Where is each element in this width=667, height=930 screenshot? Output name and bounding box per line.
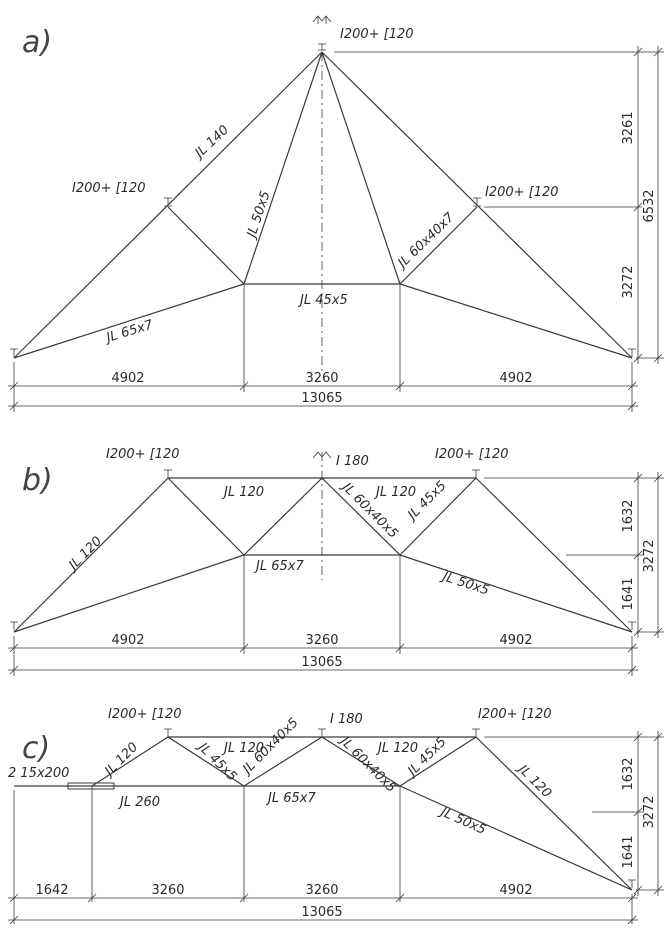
dim-ticks bbox=[633, 473, 663, 637]
label-bottom-right-c: JL 50x5 bbox=[436, 804, 488, 838]
bottom-chord-left bbox=[13, 283, 245, 359]
dim-c-total: 13065 bbox=[301, 905, 342, 920]
truss-b: b) I200+ [120 I 180 I200+ [120 JL 120 JL… bbox=[8, 447, 664, 676]
web-right-long bbox=[321, 51, 401, 285]
dim-c-2: 3260 bbox=[151, 883, 184, 898]
apex-marker-a bbox=[318, 43, 326, 51]
support-arrow-icon bbox=[312, 15, 332, 24]
label-left-node-c: I200+ [120 bbox=[108, 707, 182, 722]
label-left-node-a: I200+ [120 bbox=[72, 181, 146, 196]
right-rafter bbox=[475, 736, 633, 891]
dim-c-4: 4902 bbox=[499, 883, 532, 898]
support-arrow-icon bbox=[312, 451, 332, 459]
dim-b-3: 4902 bbox=[499, 633, 532, 648]
bottom-chord-left bbox=[13, 554, 245, 633]
web bbox=[399, 736, 477, 787]
web-left-long bbox=[243, 51, 323, 285]
dim-a-1: 4902 bbox=[111, 371, 144, 386]
label-apex-b: I 180 bbox=[336, 454, 369, 469]
node-markers-c bbox=[164, 728, 636, 888]
support-right-a bbox=[628, 348, 636, 357]
label-bottom-right-b: JL 50x5 bbox=[438, 569, 491, 599]
support-left-a bbox=[10, 348, 18, 357]
node-marker-left-a bbox=[164, 197, 172, 207]
dim-b-htotal: 3272 bbox=[642, 539, 657, 572]
dim-a-htotal: 6532 bbox=[642, 189, 657, 222]
web bbox=[243, 736, 323, 787]
dim-a-h2: 3272 bbox=[621, 265, 636, 298]
label-top-chord-a: JL 140 bbox=[190, 123, 232, 163]
label-left-chord-c: JL 120 bbox=[100, 740, 141, 781]
label-bottom-mid-a: JL 45x5 bbox=[297, 293, 348, 308]
label-right-chord-c: JL 120 bbox=[513, 760, 554, 801]
web-left-short bbox=[167, 206, 245, 285]
dim-c-3: 3260 bbox=[305, 883, 338, 898]
dim-c-h1: 1632 bbox=[621, 757, 636, 790]
title-a: a) bbox=[22, 25, 52, 60]
label-left-bottom-c: JL 260 bbox=[117, 795, 160, 810]
label-right-node-a: I200+ [120 bbox=[485, 185, 559, 200]
label-bottom-mid-c: JL 65x7 bbox=[265, 791, 316, 806]
dim-a-2: 3260 bbox=[305, 371, 338, 386]
dim-b-h1: 1632 bbox=[621, 499, 636, 532]
node-marker-right-a bbox=[473, 197, 481, 207]
dim-b-total: 13065 bbox=[301, 655, 342, 670]
node-markers-b bbox=[10, 469, 636, 630]
web bbox=[167, 477, 245, 556]
dim-a-3: 4902 bbox=[499, 371, 532, 386]
label-right-node-c: I200+ [120 bbox=[478, 707, 552, 722]
label-mid-top-c: I 180 bbox=[330, 712, 363, 727]
truss-c: c) I200+ [120 I 180 I200+ [120 2 15x200 … bbox=[8, 707, 664, 925]
dim-b-h2: 1641 bbox=[621, 577, 636, 610]
dim-b-2: 3260 bbox=[305, 633, 338, 648]
label-apex-a: I200+ [120 bbox=[340, 27, 414, 42]
web bbox=[321, 477, 401, 556]
label-web-right-a: JL 60x40x7 bbox=[393, 210, 458, 273]
label-top1-c: JL 120 bbox=[221, 741, 264, 756]
left-rafter bbox=[13, 477, 169, 633]
title-c: c) bbox=[22, 731, 50, 766]
label-inner-left-b: JL 120 bbox=[221, 485, 264, 500]
right-rafter bbox=[475, 477, 633, 633]
label-top2-c: JL 120 bbox=[375, 741, 418, 756]
left-rafter bbox=[91, 736, 169, 787]
label-bottom-mid-b: JL 65x7 bbox=[253, 559, 304, 574]
label-right-node-b: I200+ [120 bbox=[435, 447, 509, 462]
web bbox=[321, 736, 401, 787]
label-inner-right-b: JL 120 bbox=[373, 485, 416, 500]
dim-a-total: 13065 bbox=[301, 391, 342, 406]
dim-ticks bbox=[633, 732, 663, 895]
dim-c-htotal: 3272 bbox=[642, 795, 657, 828]
dim-ticks bbox=[9, 893, 637, 925]
web bbox=[243, 477, 323, 556]
web bbox=[399, 477, 477, 556]
web bbox=[167, 736, 245, 787]
dim-ticks bbox=[9, 643, 637, 675]
plate-icon bbox=[67, 782, 115, 790]
title-b: b) bbox=[22, 463, 53, 498]
label-top-left-b: JL 120 bbox=[64, 534, 105, 575]
label-web-left-a: JL 50x5 bbox=[244, 189, 274, 242]
dim-ticks bbox=[633, 47, 663, 363]
bottom-chord-right bbox=[399, 785, 633, 891]
dim-b-1: 4902 bbox=[111, 633, 144, 648]
label-left-node-b: I200+ [120 bbox=[106, 447, 180, 462]
dim-ticks bbox=[9, 381, 637, 411]
dim-a-h1: 3261 bbox=[621, 111, 636, 144]
truss-a: a) I200+ [120 I200+ [120 I200+ [120 JL 1… bbox=[8, 15, 664, 412]
dim-c-1: 1642 bbox=[35, 883, 68, 898]
label-plate-c: 2 15x200 bbox=[8, 766, 69, 781]
bottom-chord-right bbox=[399, 554, 633, 633]
dim-c-h2: 1641 bbox=[621, 835, 636, 868]
bottom-chord-right bbox=[399, 283, 633, 359]
web-right-short bbox=[399, 206, 478, 285]
